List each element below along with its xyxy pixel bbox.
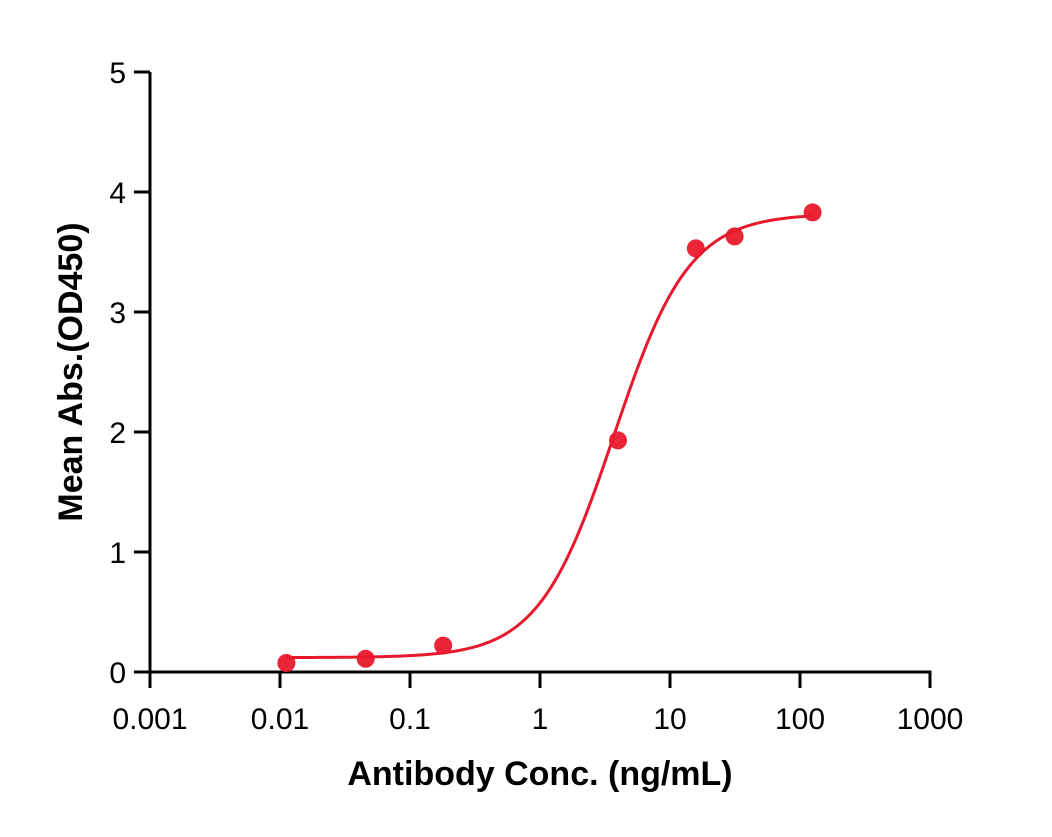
x-tick-label: 100: [775, 703, 825, 736]
y-tick-label: 3: [109, 297, 126, 330]
x-tick-label: 10: [653, 703, 686, 736]
x-tick-label: 0.001: [112, 703, 187, 736]
x-axis-title: Antibody Conc. (ng/mL): [347, 755, 732, 793]
data-point: [725, 227, 744, 246]
y-tick-label: 0: [109, 657, 126, 690]
x-tick-label: 1000: [897, 703, 964, 736]
fit-curve: [286, 214, 813, 660]
y-tick-label: 2: [109, 417, 126, 450]
data-point: [277, 654, 296, 672]
axes: 0 1 2 3 4 5 0.001 0.01 0.1 1 10 100 1000: [109, 57, 963, 736]
y-tick-label: 4: [109, 177, 126, 210]
x-tick-label: 0.1: [389, 703, 431, 736]
data-point: [608, 431, 627, 450]
y-tick-label: 1: [109, 537, 126, 570]
y-axis-title: Mean Abs.(OD450): [52, 222, 90, 521]
data-points: [277, 203, 822, 672]
x-tick-label: 1: [532, 703, 549, 736]
x-tick-label: 0.01: [251, 703, 309, 736]
data-point: [434, 636, 453, 655]
data-point: [803, 203, 822, 222]
data-point: [356, 649, 375, 668]
y-tick-label: 5: [109, 57, 126, 90]
data-point: [686, 239, 705, 258]
